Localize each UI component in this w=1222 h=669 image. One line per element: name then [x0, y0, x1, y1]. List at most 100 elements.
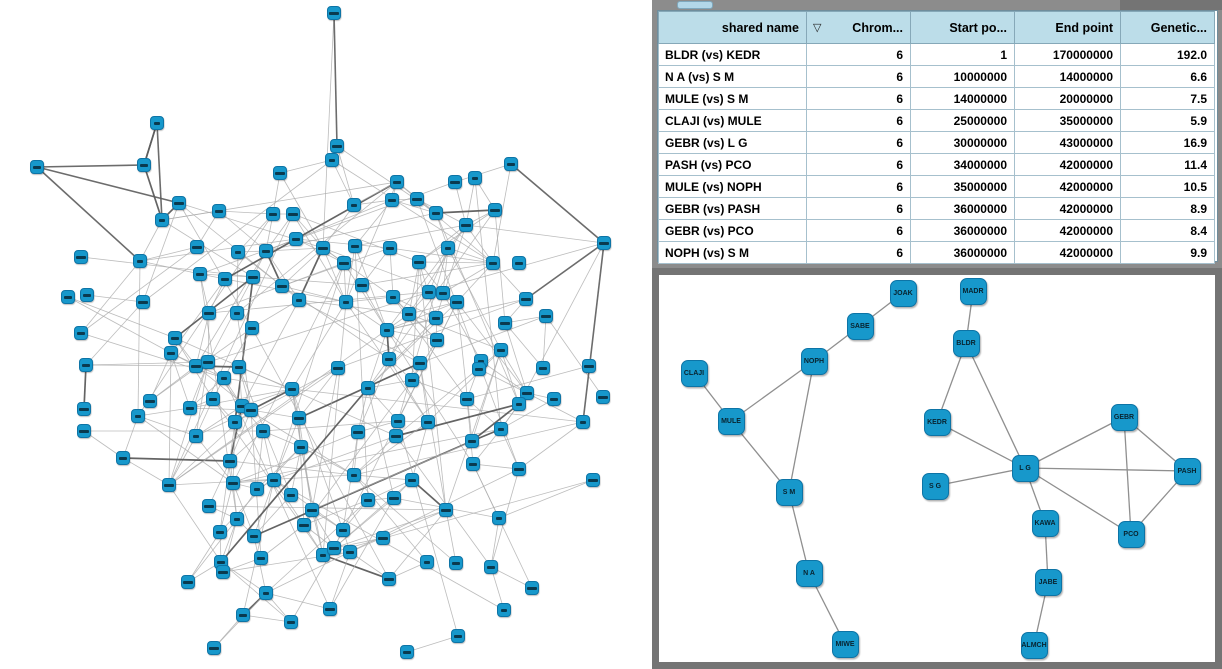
cell-value[interactable]: 6.6: [1120, 65, 1215, 88]
network-node[interactable]: [536, 361, 550, 375]
network-edge[interactable]: [80, 246, 198, 334]
network-edge[interactable]: [788, 360, 815, 493]
cell-value[interactable]: 8.4: [1120, 219, 1215, 242]
cell-shared-name[interactable]: PASH (vs) PCO: [658, 153, 807, 176]
network-node[interactable]: [351, 425, 365, 439]
network-edge[interactable]: [291, 301, 347, 390]
network-node[interactable]: [284, 615, 298, 629]
network-node[interactable]: [439, 503, 453, 517]
table-row[interactable]: N A (vs) S M 6 10000000 14000000 6.6: [658, 65, 1215, 88]
network-edge[interactable]: [137, 260, 141, 417]
network-node[interactable]: [412, 255, 426, 269]
cell-value[interactable]: 14000000: [910, 87, 1015, 110]
table-row[interactable]: GEBR (vs) PASH 6 36000000 42000000 8.9: [658, 197, 1215, 220]
network-node[interactable]: [504, 157, 518, 171]
network-node[interactable]: [217, 371, 231, 385]
network-edge[interactable]: [220, 387, 369, 563]
network-edge[interactable]: [207, 312, 210, 363]
network-edge[interactable]: [504, 322, 544, 369]
network-node[interactable]: [80, 288, 94, 302]
network-edge[interactable]: [149, 352, 172, 402]
network-node[interactable]: [116, 451, 130, 465]
network-edge[interactable]: [292, 213, 420, 263]
cell-value[interactable]: 34000000: [910, 153, 1015, 176]
network-node[interactable]: [327, 6, 341, 20]
network-edge[interactable]: [418, 261, 447, 511]
network-edge[interactable]: [208, 505, 447, 511]
network-edge[interactable]: [85, 301, 144, 366]
network-node[interactable]: [305, 503, 319, 517]
network-edge[interactable]: [273, 435, 397, 481]
network-edge[interactable]: [279, 172, 324, 249]
network-edge[interactable]: [465, 224, 605, 244]
network-edge[interactable]: [353, 431, 359, 476]
network-node[interactable]: [292, 293, 306, 307]
network-node[interactable]: [380, 323, 394, 337]
network-edge[interactable]: [386, 329, 438, 341]
network-edge[interactable]: [353, 181, 398, 206]
column-header-3[interactable]: End point: [1014, 11, 1121, 44]
network-edge[interactable]: [545, 315, 604, 398]
cell-value[interactable]: 25000000: [910, 109, 1015, 132]
network-edge[interactable]: [388, 358, 429, 423]
network-edge[interactable]: [229, 460, 355, 476]
network-edge[interactable]: [67, 296, 172, 354]
network-node[interactable]: [183, 401, 197, 415]
network-node-sabe[interactable]: SABE: [846, 312, 874, 340]
network-node[interactable]: [168, 331, 182, 345]
network-edge[interactable]: [168, 367, 339, 486]
network-edge[interactable]: [36, 164, 145, 168]
network-node[interactable]: [339, 295, 353, 309]
network-edge[interactable]: [238, 366, 293, 390]
network-node[interactable]: [297, 518, 311, 532]
table-row[interactable]: MULE (vs) S M 6 14000000 20000000 7.5: [658, 87, 1215, 110]
cell-value[interactable]: 42000000: [1014, 197, 1121, 220]
network-edge[interactable]: [322, 12, 335, 249]
network-edge[interactable]: [290, 446, 302, 496]
network-edge[interactable]: [265, 499, 369, 594]
network-edge[interactable]: [478, 368, 528, 394]
network-node[interactable]: [207, 641, 221, 655]
network-edge[interactable]: [397, 420, 459, 637]
network-edge[interactable]: [490, 566, 505, 611]
network-edge[interactable]: [168, 474, 355, 486]
network-edge[interactable]: [456, 301, 528, 394]
network-node[interactable]: [77, 402, 91, 416]
network-edge[interactable]: [322, 204, 355, 249]
network-edge[interactable]: [36, 166, 141, 262]
network-edge[interactable]: [279, 159, 333, 174]
network-node[interactable]: [246, 270, 260, 284]
network-edge[interactable]: [730, 360, 815, 422]
network-node[interactable]: [202, 499, 216, 513]
network-node[interactable]: [402, 307, 416, 321]
network-node[interactable]: [361, 381, 375, 395]
network-node-noph[interactable]: NOPH: [800, 347, 828, 375]
table-row[interactable]: GEBR (vs) L G 6 30000000 43000000 16.9: [658, 131, 1215, 154]
network-node[interactable]: [429, 206, 443, 220]
network-edge[interactable]: [418, 209, 496, 263]
column-header-4[interactable]: Genetic...: [1120, 11, 1215, 44]
network-edge[interactable]: [367, 379, 413, 389]
network-edge[interactable]: [195, 312, 210, 367]
network-edge[interactable]: [386, 317, 437, 331]
network-node[interactable]: [400, 645, 414, 659]
network-edge[interactable]: [142, 202, 180, 303]
network-node[interactable]: [285, 382, 299, 396]
network-edge[interactable]: [80, 260, 141, 334]
network-node[interactable]: [494, 343, 508, 357]
network-edge[interactable]: [292, 213, 347, 303]
network-edge[interactable]: [83, 364, 87, 410]
network-edge[interactable]: [357, 387, 369, 433]
network-node[interactable]: [189, 429, 203, 443]
network-node[interactable]: [405, 473, 419, 487]
cell-value[interactable]: 170000000: [1014, 43, 1121, 66]
network-node-jabe[interactable]: JABE: [1034, 568, 1062, 596]
network-edge[interactable]: [367, 317, 437, 389]
network-node[interactable]: [405, 373, 419, 387]
network-edge[interactable]: [357, 313, 410, 433]
network-edge[interactable]: [934, 467, 1026, 487]
network-node[interactable]: [244, 403, 258, 417]
network-edge[interactable]: [419, 315, 547, 364]
network-edge[interactable]: [208, 460, 231, 507]
network-node[interactable]: [216, 565, 230, 579]
